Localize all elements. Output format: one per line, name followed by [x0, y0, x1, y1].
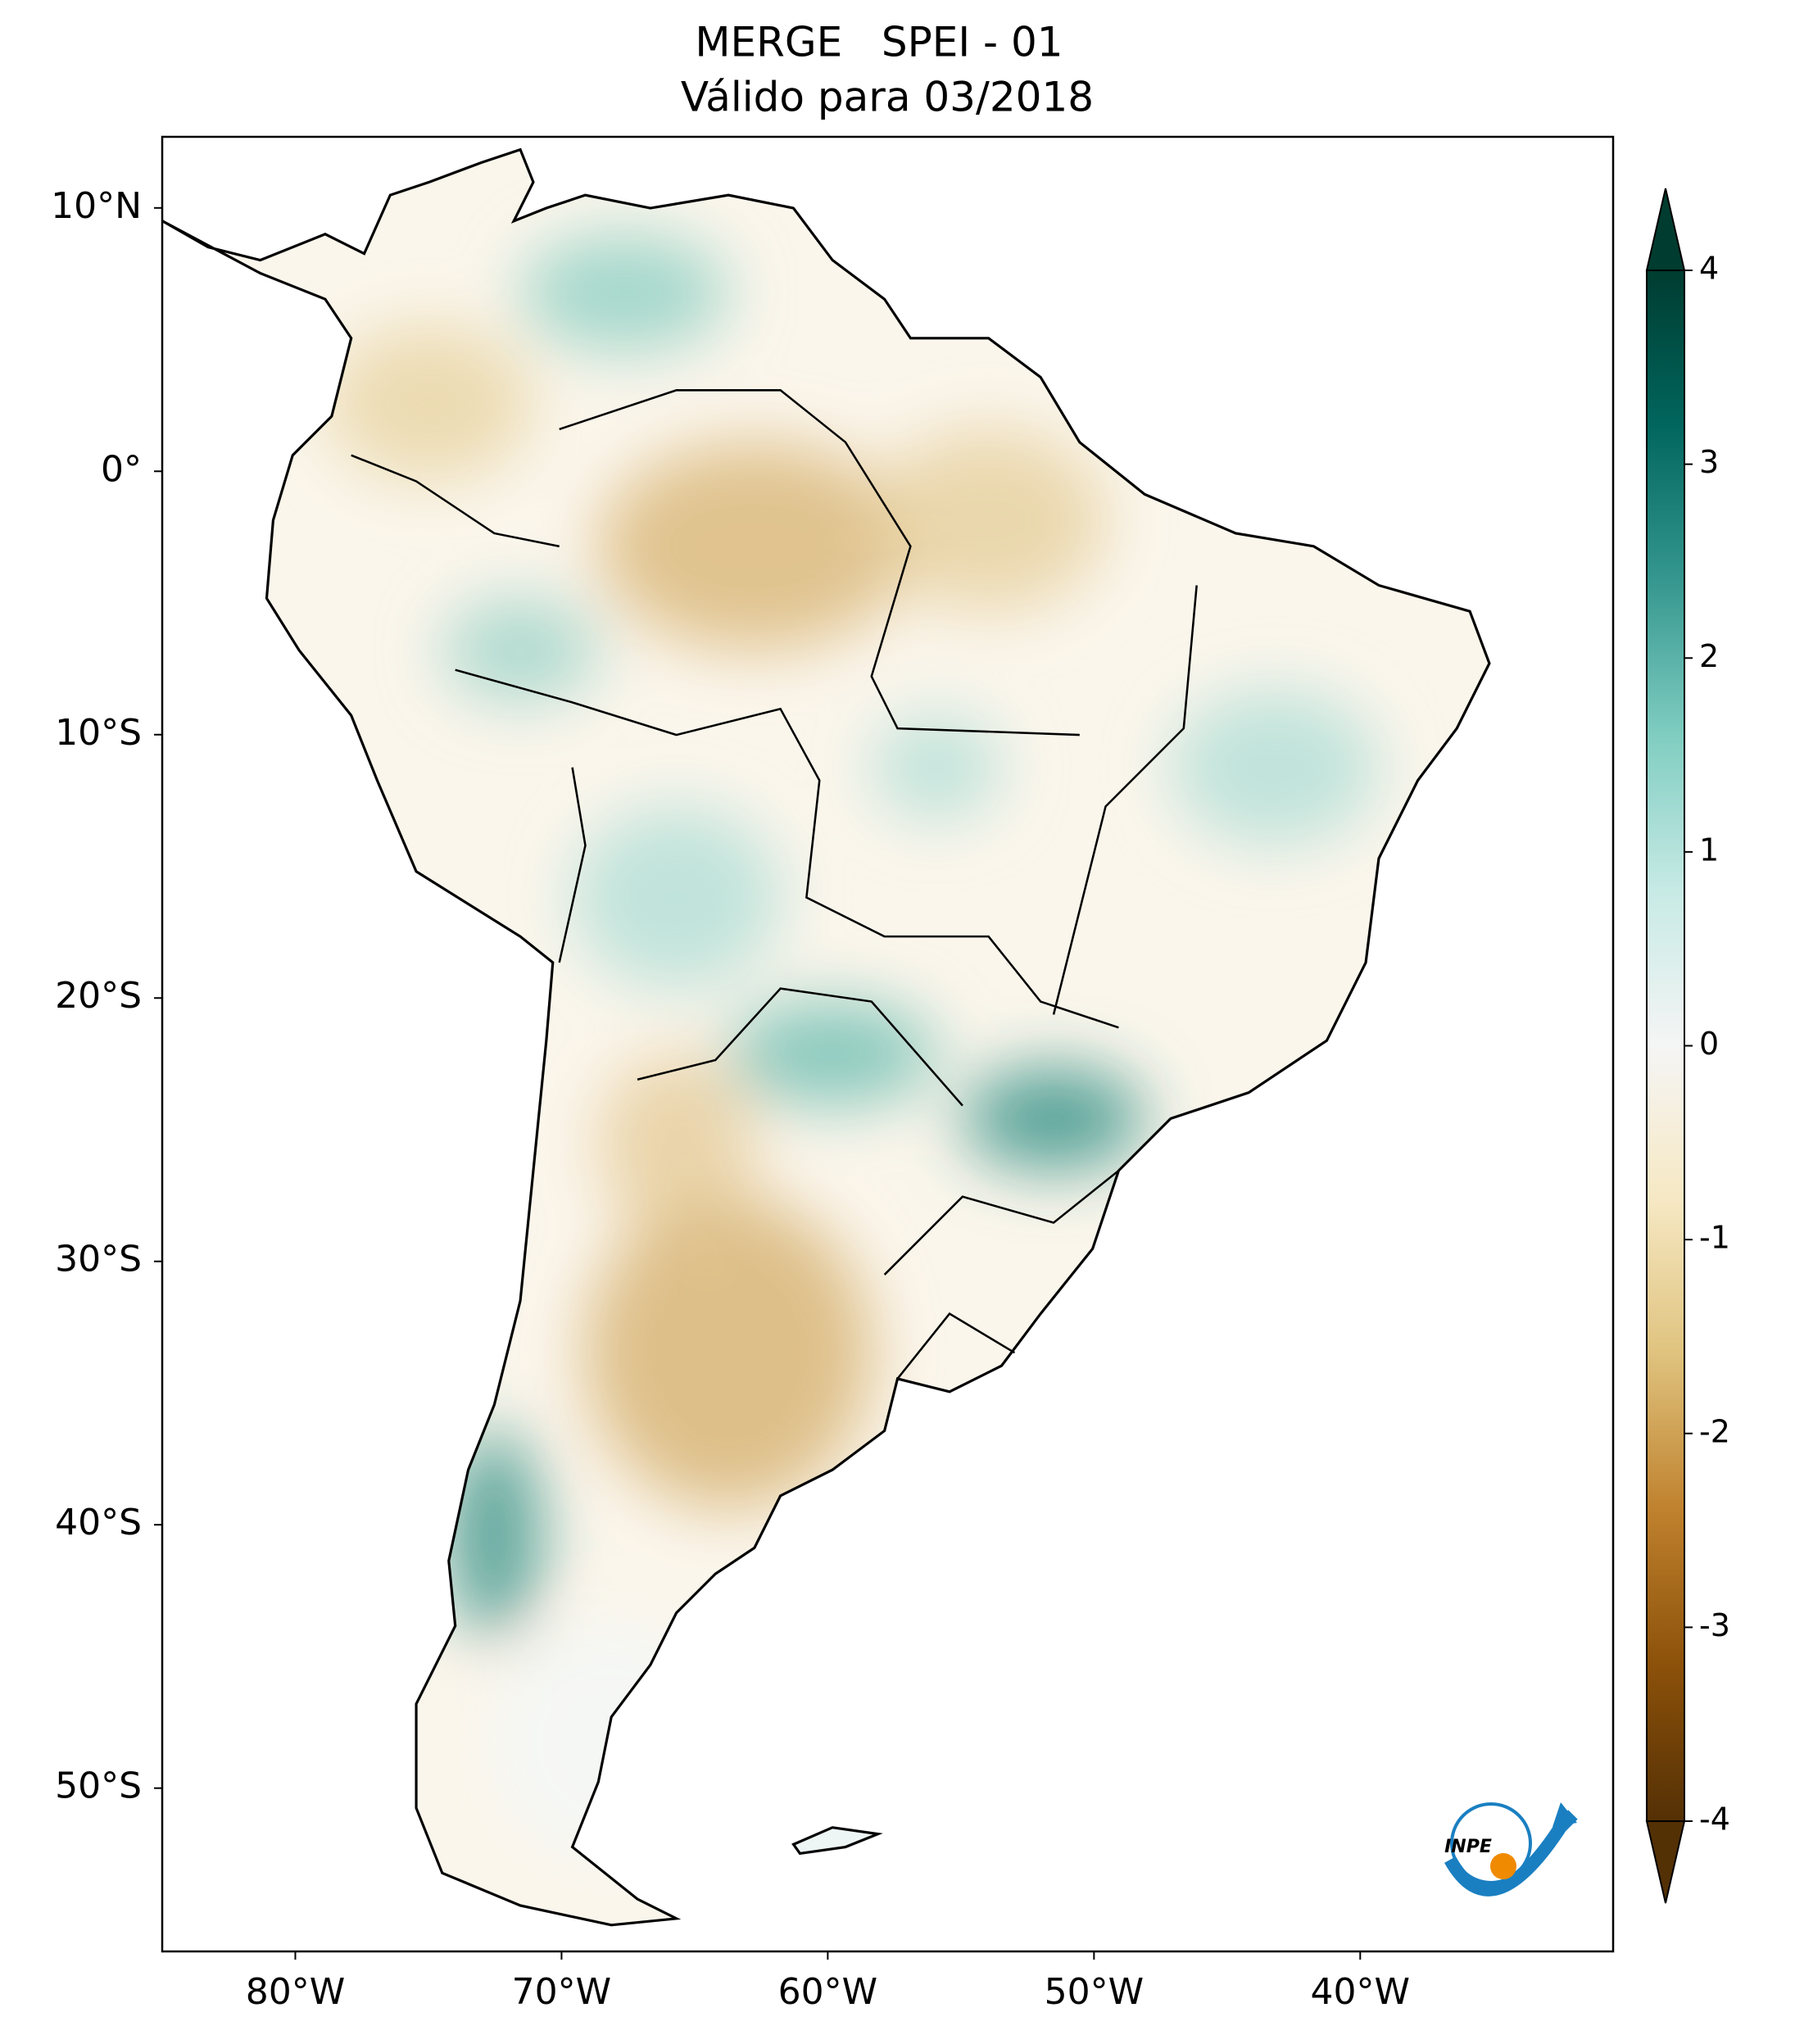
- inpe-logo: INPE: [1444, 1802, 1578, 1897]
- y-tick-label: 30°S: [55, 1239, 142, 1280]
- x-tick-label: 40°W: [1311, 1971, 1411, 2013]
- colorbar-tick-label: -2: [1699, 1413, 1730, 1449]
- logo-dot: [1490, 1853, 1516, 1879]
- map-title: MERGE SPEI - 01: [695, 19, 1063, 66]
- borders: [351, 389, 1198, 1380]
- colorbar-tick-label: 0: [1699, 1026, 1719, 1062]
- colorbar: [1646, 270, 1685, 1822]
- x-tick-label: 80°W: [246, 1971, 346, 2013]
- y-tick-label: 0°: [101, 448, 142, 490]
- y-tick-label: 20°S: [55, 975, 142, 1017]
- colorbar-tick-label: -1: [1699, 1220, 1730, 1256]
- y-tick-label: 40°S: [55, 1502, 142, 1543]
- falklands: [791, 1826, 883, 1856]
- colorbar-extend-max: [1645, 188, 1686, 271]
- logo-arrow: [1552, 1802, 1577, 1827]
- x-tick-label: 60°W: [778, 1971, 878, 2013]
- map-subtitle: Válido para 03/2018: [681, 74, 1094, 121]
- colorbar-tick-label: -4: [1699, 1802, 1730, 1838]
- spei-field: [162, 149, 1489, 1925]
- colorbar-tick-label: 2: [1699, 638, 1719, 674]
- logo-text: INPE: [1444, 1837, 1492, 1857]
- logo-swoosh: [1444, 1810, 1578, 1897]
- y-tick-label: 10°S: [55, 712, 142, 754]
- colorbar-tick-label: 4: [1699, 251, 1719, 287]
- y-tick-label: 50°S: [55, 1765, 142, 1807]
- colorbar-tick-label: -3: [1699, 1607, 1730, 1643]
- colorbar-tick-label: 1: [1699, 832, 1719, 868]
- x-tick-label: 70°W: [512, 1971, 612, 2013]
- map-frame: [161, 135, 1615, 1953]
- colorbar-extend-min: [1645, 1820, 1686, 1904]
- logo-ring: [1450, 1802, 1532, 1884]
- y-tick-label: 10°N: [51, 185, 142, 227]
- x-tick-label: 50°W: [1045, 1971, 1145, 2013]
- colorbar-tick-label: 3: [1699, 444, 1719, 480]
